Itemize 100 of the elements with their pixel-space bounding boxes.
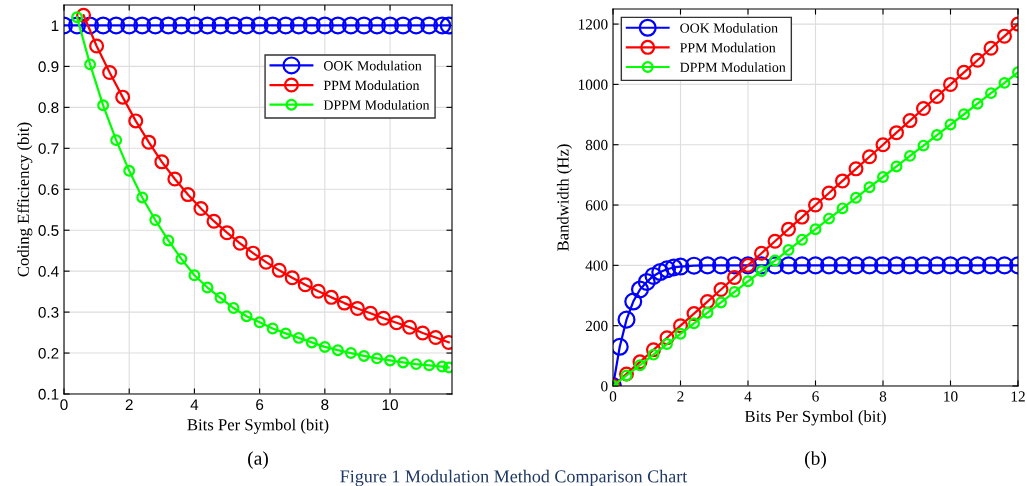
point bbox=[630, 280, 650, 299]
point bbox=[71, 11, 84, 24]
y-axis-title: Coding Efficiency (bit) bbox=[17, 122, 33, 277]
point bbox=[376, 310, 392, 326]
point bbox=[149, 214, 162, 226]
point bbox=[120, 16, 139, 35]
point bbox=[674, 327, 687, 340]
point bbox=[266, 322, 279, 335]
x-tick-label: 0 bbox=[60, 399, 68, 411]
point bbox=[354, 16, 373, 35]
point bbox=[646, 342, 661, 358]
point bbox=[323, 289, 339, 305]
point bbox=[410, 358, 423, 371]
point bbox=[381, 16, 400, 35]
point bbox=[384, 354, 397, 367]
legend-label: OOK Modulation bbox=[323, 60, 422, 71]
y-tick-label: 0.6 bbox=[38, 184, 59, 195]
point bbox=[219, 225, 235, 241]
point bbox=[201, 281, 214, 294]
point bbox=[237, 16, 256, 35]
y-tick-label: 1200 bbox=[578, 19, 608, 30]
point bbox=[415, 325, 431, 341]
point bbox=[887, 256, 906, 275]
point bbox=[617, 310, 636, 329]
x-tick-label: 6 bbox=[812, 391, 819, 402]
point bbox=[394, 16, 413, 35]
point bbox=[407, 16, 426, 35]
point bbox=[647, 348, 660, 361]
point bbox=[765, 256, 785, 275]
x-tick-label: 8 bbox=[879, 391, 887, 402]
point bbox=[819, 256, 839, 275]
point bbox=[107, 16, 126, 35]
point bbox=[796, 233, 808, 246]
point bbox=[684, 256, 704, 275]
y-tick-label: 400 bbox=[585, 260, 608, 271]
point bbox=[792, 256, 812, 275]
point bbox=[806, 256, 825, 275]
point bbox=[97, 99, 110, 112]
point bbox=[688, 317, 700, 330]
point bbox=[250, 16, 269, 35]
point bbox=[927, 256, 947, 275]
point bbox=[941, 256, 960, 275]
point bbox=[344, 347, 357, 360]
point bbox=[397, 356, 410, 369]
point bbox=[167, 171, 183, 187]
point bbox=[860, 256, 879, 275]
point bbox=[128, 113, 144, 129]
point bbox=[315, 16, 334, 35]
point bbox=[289, 16, 308, 35]
point bbox=[821, 185, 837, 201]
point bbox=[877, 171, 889, 183]
point bbox=[808, 197, 823, 213]
point bbox=[214, 291, 227, 304]
point bbox=[76, 7, 92, 23]
point bbox=[402, 319, 418, 335]
y-tick-label: 200 bbox=[585, 320, 608, 332]
point bbox=[420, 16, 439, 35]
x-tick-label: 2 bbox=[677, 391, 684, 402]
point bbox=[686, 306, 702, 322]
point bbox=[367, 16, 387, 35]
point bbox=[848, 161, 864, 177]
point bbox=[258, 254, 274, 270]
point bbox=[632, 354, 648, 370]
point bbox=[358, 349, 370, 362]
legend-label: OOK Modulation bbox=[680, 22, 778, 33]
y-tick-label: 0.1 bbox=[38, 388, 59, 400]
point bbox=[727, 269, 742, 285]
point bbox=[423, 359, 436, 372]
point bbox=[752, 256, 771, 275]
legend-label: DPPM Modulation bbox=[323, 99, 430, 110]
text: (a) bbox=[248, 451, 268, 469]
point bbox=[193, 201, 209, 217]
point bbox=[835, 173, 850, 189]
point bbox=[728, 285, 741, 298]
point bbox=[292, 331, 305, 344]
point bbox=[198, 16, 217, 35]
point bbox=[701, 306, 714, 319]
point bbox=[900, 256, 920, 275]
y-tick-label: 0.4 bbox=[38, 266, 59, 277]
point bbox=[890, 160, 903, 173]
x-tick-label: 0 bbox=[609, 391, 617, 402]
y-axis-title: Bandwidth (Hz) bbox=[556, 144, 573, 251]
point bbox=[651, 262, 670, 282]
point bbox=[175, 252, 188, 265]
point bbox=[240, 310, 253, 323]
point bbox=[781, 221, 796, 237]
point bbox=[253, 316, 266, 329]
point bbox=[954, 256, 974, 275]
point bbox=[673, 318, 688, 334]
point bbox=[284, 270, 300, 286]
point bbox=[644, 266, 663, 285]
point bbox=[958, 108, 970, 121]
point bbox=[68, 16, 87, 35]
x-tick-label: 4 bbox=[190, 399, 199, 410]
point bbox=[206, 213, 222, 229]
point bbox=[389, 315, 405, 331]
y-tick-label: 800 bbox=[585, 139, 608, 151]
point bbox=[850, 191, 862, 204]
point bbox=[929, 88, 945, 104]
x-axis-title: Bits Per Symbol (bit) bbox=[744, 410, 886, 426]
